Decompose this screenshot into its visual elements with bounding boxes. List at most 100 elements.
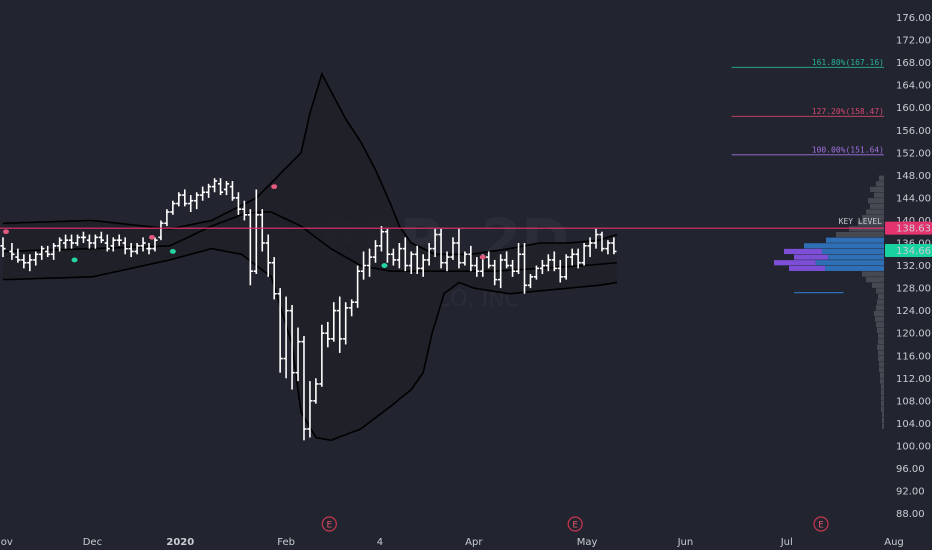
price-bar <box>200 186 206 201</box>
price-bar <box>474 257 480 277</box>
price-bar <box>402 237 408 272</box>
earnings-badge-icon <box>567 516 583 532</box>
price-bar <box>283 296 289 379</box>
volume-row <box>874 310 884 317</box>
volume-row <box>858 220 884 226</box>
earnings-label: E <box>326 521 332 531</box>
fib-levels: 161.80%(167.16) 127.20%(158.47) 100.00%(15… <box>731 58 884 294</box>
volume-row <box>870 203 884 209</box>
price-bar <box>235 192 242 215</box>
price-axis-label: 148.00 <box>896 171 931 182</box>
price-bars <box>0 178 617 441</box>
red-signal-dot <box>479 254 486 260</box>
price-axis-label: 140.00 <box>896 216 931 227</box>
price-bar <box>158 220 164 241</box>
green-signal-dot <box>71 257 78 263</box>
volume-row <box>826 237 884 243</box>
fib-label-0: 161.80%(167.16) <box>812 58 884 67</box>
price-bar <box>98 231 104 243</box>
red-signal-dot <box>149 234 155 240</box>
price-bar <box>33 251 39 266</box>
volume-row <box>880 378 884 384</box>
volume-row <box>815 260 884 266</box>
price-bar <box>378 226 385 252</box>
price-bar <box>229 180 236 201</box>
price-bar <box>456 228 462 269</box>
volume-row <box>879 361 884 367</box>
earnings-marker[interactable]: E <box>813 516 829 532</box>
key-level-label: KEY LEVEL <box>839 217 883 226</box>
green-signal-dot <box>169 249 176 254</box>
price-bar <box>414 245 420 275</box>
price-bar <box>587 237 593 258</box>
volume-row <box>878 355 884 362</box>
volume-row <box>862 271 884 277</box>
price-bar <box>372 240 379 263</box>
price-bar <box>194 192 200 210</box>
price-bar <box>68 234 75 249</box>
price-bar <box>182 189 188 207</box>
key-level-layer: KEY LEVEL <box>0 217 884 229</box>
volume-row <box>774 260 816 266</box>
price-axis-label: 128.00 <box>896 284 931 295</box>
price-axis-label: 176.00 <box>896 13 931 24</box>
price-bar <box>241 200 247 221</box>
price-axis-label: 144.00 <box>896 193 931 204</box>
volume-row <box>789 265 826 271</box>
volume-row <box>804 243 884 249</box>
price-axis-label: 92.00 <box>896 487 925 498</box>
price-axis-label: 104.00 <box>896 419 931 430</box>
volume-row <box>877 344 884 350</box>
volume-row <box>878 293 884 300</box>
price-bar <box>217 178 224 196</box>
price-axis-label: 88.00 <box>896 509 925 520</box>
price-bar <box>349 299 355 317</box>
fib-label-2: 100.00%(151.64) <box>812 145 884 154</box>
price-bar <box>277 288 283 373</box>
price-bar <box>396 243 402 269</box>
price-bar <box>92 234 98 249</box>
price-bar <box>188 195 194 212</box>
volume-row <box>875 316 884 322</box>
price-bar <box>253 189 259 275</box>
price-bar <box>539 259 545 275</box>
volume-row <box>877 327 884 333</box>
price-bar <box>581 243 587 266</box>
price-bar <box>593 228 599 249</box>
volume-row <box>784 248 822 255</box>
price-bar <box>563 254 569 280</box>
volume-row <box>878 350 884 356</box>
red-signal-dot <box>271 184 278 190</box>
earnings-marker[interactable]: E <box>567 516 583 532</box>
price-bar <box>468 245 474 272</box>
earnings-marker[interactable]: E <box>321 516 337 532</box>
price-axis-label: 164.00 <box>896 81 931 92</box>
price-bar <box>295 327 301 382</box>
time-axis-label: 2020 <box>166 537 194 548</box>
price-axis-label: 100.00 <box>896 441 931 452</box>
price-bar <box>164 209 170 227</box>
price-axis-label: 152.00 <box>896 148 931 159</box>
price-bar <box>206 183 212 198</box>
volume-row <box>828 254 884 260</box>
price-bar <box>569 248 575 266</box>
price-axis-label: 120.00 <box>896 329 931 340</box>
price-bar <box>450 237 456 260</box>
price-bar <box>80 231 87 243</box>
earnings-label: E <box>572 521 578 531</box>
volume-row <box>882 423 884 429</box>
volume-row <box>870 186 884 193</box>
price-axis-label: 112.00 <box>896 374 931 385</box>
volume-row <box>882 412 884 418</box>
price-axis[interactable]: 176.00 172.00 168.00 164.00 160.00 156.00 152.… <box>896 13 931 520</box>
volume-row <box>876 305 884 311</box>
price-bar <box>408 251 414 275</box>
price-bar <box>420 254 426 277</box>
price-bar <box>343 302 349 345</box>
price-axis-label: 172.00 <box>896 36 931 47</box>
price-axis-label: 136.00 <box>896 239 931 250</box>
last-price: 134.66 <box>896 246 931 257</box>
price-bar <box>462 251 468 266</box>
time-axis[interactable]: NovDec2020Feb4AprMayJunJulAugSepOctNov <box>0 537 932 548</box>
